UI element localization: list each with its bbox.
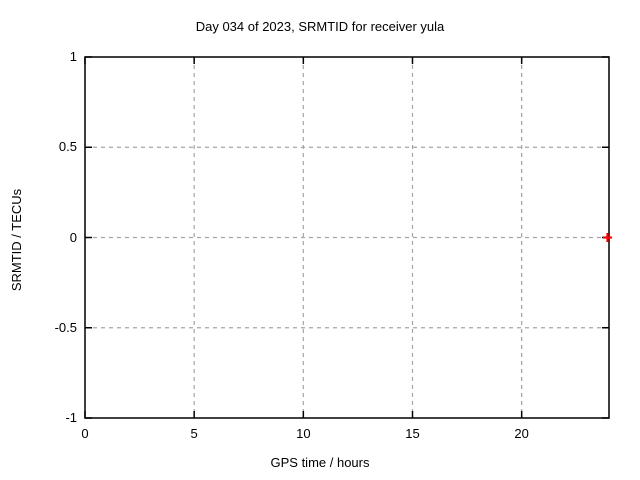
chart-title: Day 034 of 2023, SRMTID for receiver yul… <box>195 19 445 34</box>
x-tick-label: 10 <box>296 426 311 441</box>
x-tick-label: 15 <box>405 426 420 441</box>
x-axis-label: GPS time / hours <box>270 455 370 470</box>
x-tick-label: 0 <box>81 426 89 441</box>
x-tick-label: 5 <box>190 426 198 441</box>
y-tick-label: 0.5 <box>58 139 77 155</box>
plot-border <box>84 56 610 419</box>
y-tick-label: -0.5 <box>54 319 77 335</box>
y-tick-label: -1 <box>65 410 77 425</box>
y-tick-label: 0 <box>69 229 77 245</box>
x-tick-label: 20 <box>514 426 529 441</box>
y-tick-label: 1 <box>69 49 77 64</box>
